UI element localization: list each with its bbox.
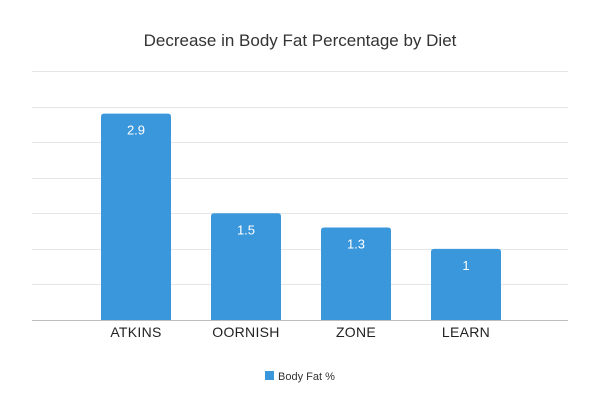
x-tick-label-atkins: ATKINS (110, 324, 161, 340)
bar-oornish (211, 213, 281, 320)
bar-zone (321, 227, 391, 320)
chart-title: Decrease in Body Fat Percentage by Diet (144, 31, 457, 50)
bars (101, 113, 501, 320)
data-label-learn: 1 (462, 258, 469, 273)
bar-atkins (101, 113, 171, 320)
x-tick-label-zone: ZONE (336, 324, 376, 340)
legend: Body Fat % (265, 371, 335, 383)
x-tick-label-learn: LEARN (442, 324, 490, 340)
bar-learn (431, 248, 501, 320)
data-labels: 2.9 1.5 1.3 1 (127, 123, 470, 273)
x-tick-labels: ATKINS OORNISH ZONE LEARN (110, 324, 490, 340)
data-label-oornish: 1.5 (237, 222, 255, 237)
legend-swatch-body-fat (265, 371, 274, 380)
x-tick-label-oornish: OORNISH (212, 324, 279, 340)
data-label-atkins: 2.9 (127, 123, 145, 138)
data-label-zone: 1.3 (347, 237, 365, 252)
legend-label-body-fat: Body Fat % (278, 371, 335, 383)
